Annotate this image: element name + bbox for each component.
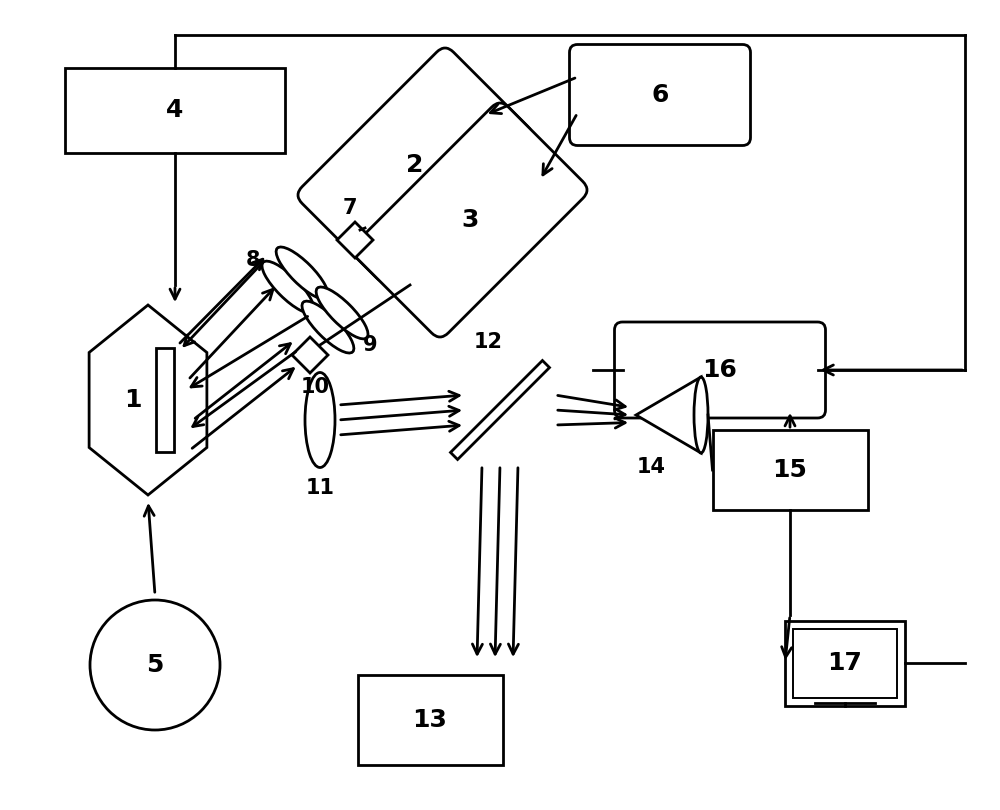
Polygon shape: [89, 305, 207, 495]
Text: 12: 12: [474, 332, 503, 352]
Circle shape: [90, 600, 220, 730]
Bar: [65, 67, 285, 152]
Polygon shape: [636, 377, 701, 453]
Text: 13: 13: [413, 708, 447, 732]
Polygon shape: [292, 337, 328, 373]
Text: 15: 15: [773, 458, 807, 482]
Text: 8: 8: [246, 250, 260, 270]
Text: 9: 9: [363, 335, 377, 355]
Polygon shape: [337, 222, 373, 258]
Text: 1: 1: [124, 388, 142, 412]
Ellipse shape: [302, 301, 354, 353]
Text: 4: 4: [166, 98, 184, 122]
Text: 11: 11: [306, 478, 334, 498]
Text: 2: 2: [406, 153, 424, 177]
Text: 16: 16: [703, 358, 737, 382]
Bar: [793, 629, 897, 697]
Ellipse shape: [305, 373, 335, 467]
Text: 7: 7: [343, 198, 357, 218]
Text: 17: 17: [828, 651, 862, 675]
Bar: [358, 675, 503, 765]
Bar: [785, 620, 905, 706]
Text: 6: 6: [651, 83, 669, 107]
Bar: [712, 430, 868, 510]
FancyBboxPatch shape: [298, 48, 532, 282]
Ellipse shape: [694, 377, 708, 453]
Text: 10: 10: [300, 377, 330, 397]
Text: 3: 3: [461, 208, 479, 232]
Bar: [451, 360, 549, 459]
Text: 5: 5: [146, 653, 164, 677]
FancyBboxPatch shape: [353, 103, 587, 337]
Text: 14: 14: [637, 457, 666, 477]
Ellipse shape: [262, 261, 314, 313]
Bar: [156, 348, 174, 452]
Ellipse shape: [276, 247, 328, 299]
Ellipse shape: [316, 287, 368, 339]
FancyBboxPatch shape: [570, 45, 750, 146]
FancyBboxPatch shape: [614, 322, 826, 418]
